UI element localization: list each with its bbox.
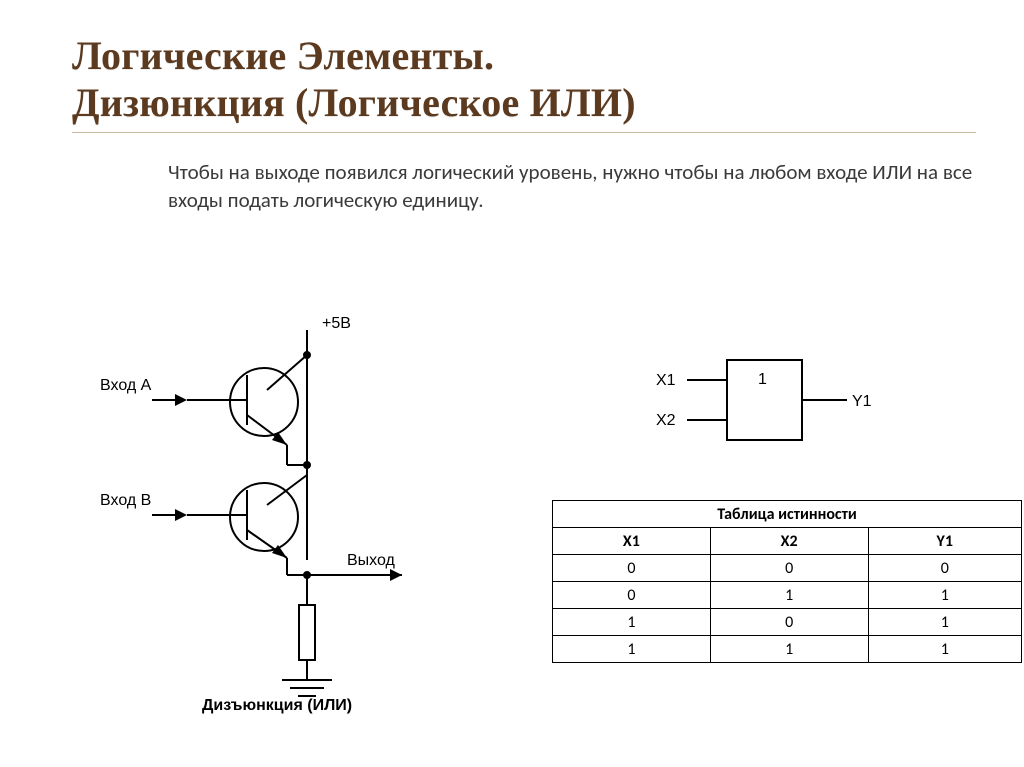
truth-table: Таблица истинности X1 X2 Y1 0 0 0 0 1 1 [552, 500, 1022, 663]
circuit-caption: Дизъюнкция (ИЛИ) [202, 697, 352, 714]
logic-gate-symbol: X1 X2 Y1 1 [632, 340, 882, 470]
description-text: Чтобы на выходе появился логический уров… [168, 159, 976, 214]
transistor-circuit: +5В [92, 300, 452, 720]
label-input-a: Вход А [100, 377, 152, 394]
title-line-2: Дизюнкция (Логическое ИЛИ) [72, 80, 636, 125]
truth-table-grid: Таблица истинности X1 X2 Y1 0 0 0 0 1 1 [552, 500, 1022, 663]
slide-title: Логические Элементы. Дизюнкция (Логическ… [72, 32, 976, 126]
label-output: Выход [347, 552, 396, 569]
symbol-x2: X2 [656, 412, 676, 429]
symbol-x1: X1 [656, 372, 676, 389]
table-row: 1 0 1 [553, 609, 1022, 636]
table-row: 1 1 1 [553, 636, 1022, 663]
symbol-gate-label: 1 [758, 371, 767, 388]
label-input-b: Вход В [100, 492, 151, 509]
diagram-area: +5В [72, 310, 976, 767]
col-x1: X1 [553, 528, 711, 555]
table-row: 0 0 0 [553, 555, 1022, 582]
col-y1: Y1 [868, 528, 1022, 555]
table-row: 0 1 1 [553, 582, 1022, 609]
truth-table-title: Таблица истинности [553, 501, 1022, 528]
slide: Логические Элементы. Дизюнкция (Логическ… [0, 0, 1024, 767]
title-underline [72, 132, 976, 133]
title-line-1: Логические Элементы. [72, 33, 494, 78]
col-x2: X2 [710, 528, 868, 555]
label-vplus: +5В [322, 315, 351, 332]
symbol-y1: Y1 [852, 393, 872, 410]
